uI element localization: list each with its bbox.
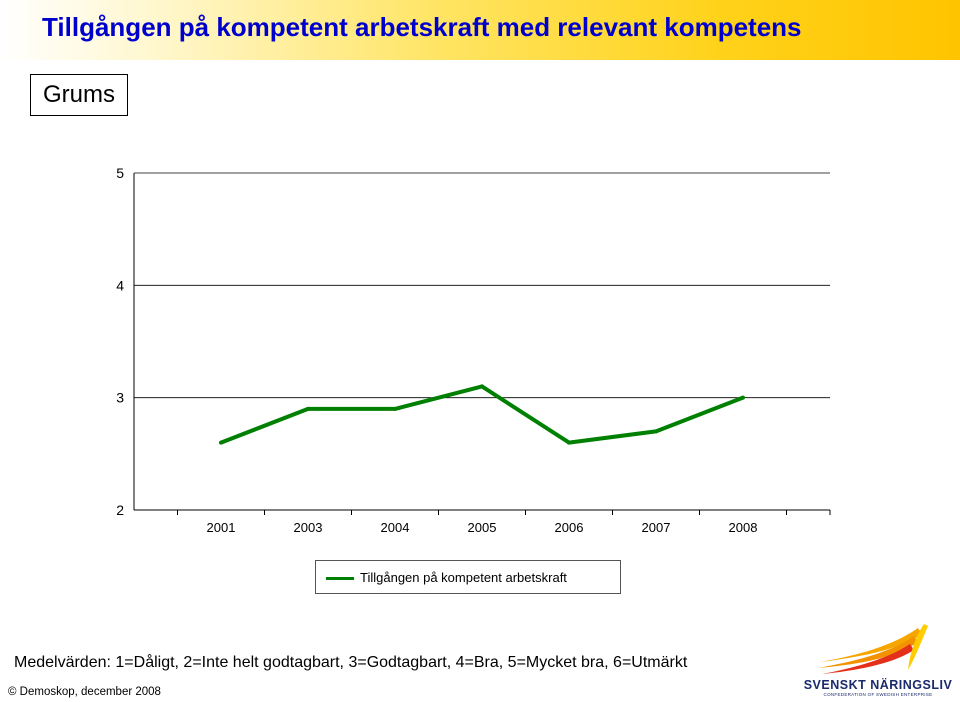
- y-tick-label: 4: [116, 277, 124, 293]
- copyright-notice: © Demoskop, december 2008: [8, 686, 161, 698]
- logo-wings-icon: [818, 624, 928, 674]
- x-tick-label: 2007: [642, 520, 671, 535]
- series-line: [220, 384, 744, 445]
- data-point: [219, 440, 223, 445]
- x-tick-label: 2006: [555, 520, 584, 535]
- x-tick-label: 2008: [729, 520, 758, 535]
- svenskt-naringsliv-logo: SVENSKT NÄRINGSLIV CONFEDERATION OF SWED…: [798, 622, 958, 700]
- logo-wordmark: SVENSKT NÄRINGSLIV: [803, 678, 953, 692]
- data-point: [567, 440, 571, 445]
- data-point: [306, 406, 310, 411]
- y-tick-label: 2: [116, 502, 124, 518]
- chart-legend: Tillgången på kompetent arbetskraft: [315, 560, 621, 594]
- x-tick-label: 2001: [207, 520, 236, 535]
- x-tick-label: 2003: [294, 520, 323, 535]
- scale-footnote: Medelvärden: 1=Dåligt, 2=Inte helt godta…: [14, 654, 688, 671]
- x-tick-label: 2005: [468, 520, 497, 535]
- data-point: [654, 429, 658, 434]
- logo-tagline: CONFEDERATION OF SWEDISH ENTERPRISE: [823, 692, 933, 697]
- page-title: Tillgången på kompetent arbetskraft med …: [42, 12, 802, 42]
- data-point: [480, 384, 484, 389]
- data-point: [393, 406, 397, 411]
- x-tick-label: 2004: [381, 520, 410, 535]
- data-point: [741, 395, 745, 400]
- header-bar: [0, 0, 960, 60]
- legend-label: Tillgången på kompetent arbetskraft: [360, 570, 567, 585]
- region-label: Grums: [30, 74, 128, 116]
- y-tick-label: 3: [116, 390, 124, 406]
- legend-swatch: [326, 577, 354, 580]
- y-tick-label: 5: [116, 165, 124, 181]
